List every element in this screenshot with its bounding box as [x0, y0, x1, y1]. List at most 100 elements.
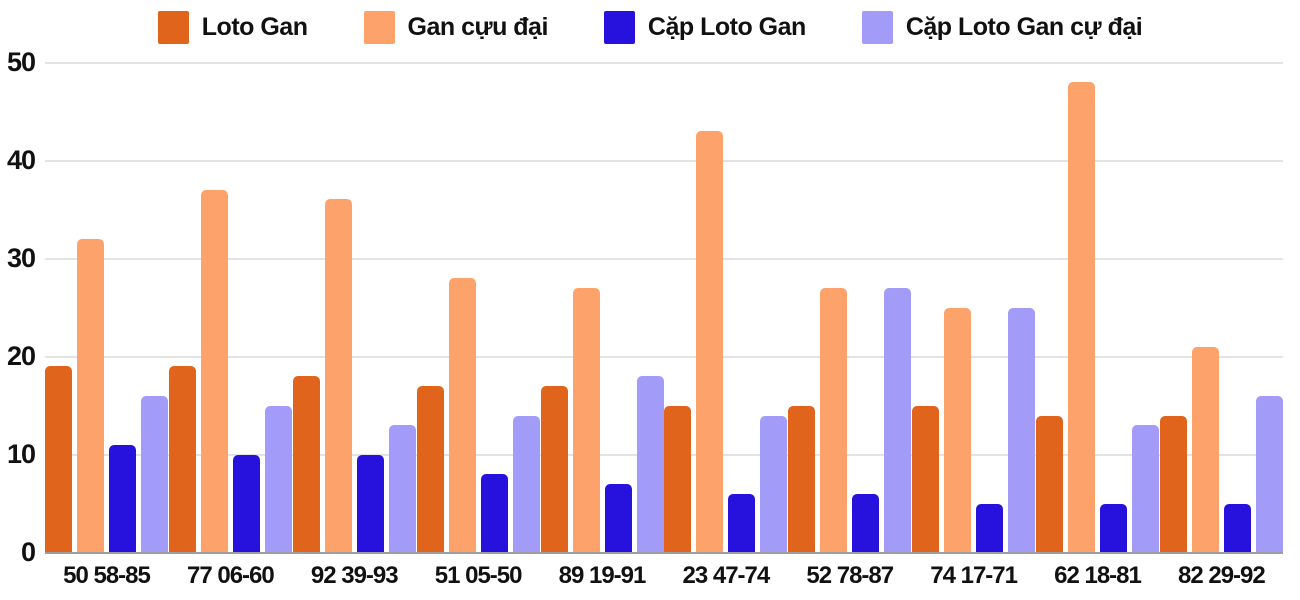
bar-cluster	[1036, 62, 1159, 553]
bar-gan-cựu-đại[interactable]	[324, 199, 352, 553]
bar-cluster	[45, 62, 168, 553]
y-tick-label: 40	[6, 145, 36, 175]
bar-group: 23 47-74	[664, 62, 788, 590]
bar-cặp-loto-gan-cự-đại[interactable]	[760, 415, 788, 553]
bar-loto-gan[interactable]	[912, 405, 940, 553]
bar-group: 92 39-93	[292, 62, 416, 590]
bar-gan-cựu-đại[interactable]	[1068, 81, 1095, 553]
legend-label: Cặp Loto Gan	[647, 12, 806, 41]
bar-cluster	[292, 62, 416, 553]
bar-cặp-loto-gan[interactable]	[976, 503, 1004, 553]
bar-cặp-loto-gan[interactable]	[852, 494, 880, 553]
x-axis-line	[45, 552, 1283, 554]
legend-swatch-icon	[861, 10, 893, 44]
bar-gan-cựu-đại[interactable]	[1191, 346, 1219, 553]
bar-cluster	[1159, 62, 1283, 553]
legend-label: Gan cựu đại	[407, 12, 549, 41]
bar-gan-cựu-đại[interactable]	[77, 238, 104, 553]
x-axis-label: 51 05-50	[434, 562, 523, 589]
bar-gan-cựu-đại[interactable]	[200, 189, 228, 553]
y-axis: 0 10 20 30 40 50	[0, 49, 37, 566]
bar-cluster	[416, 62, 540, 553]
bar-gan-cựu-đại[interactable]	[944, 307, 972, 553]
bar-loto-gan[interactable]	[788, 405, 816, 553]
bar-cặp-loto-gan-cự-đại[interactable]	[636, 376, 664, 553]
x-axis-label: 89 19-91	[558, 562, 647, 589]
y-tick-label: 30	[6, 243, 36, 273]
bar-group: 82 29-92	[1159, 62, 1283, 590]
legend-label: Cặp Loto Gan cự đại	[905, 12, 1143, 41]
bar-loto-gan[interactable]	[416, 386, 444, 553]
gridline	[45, 356, 1283, 358]
y-tick-label: 50	[6, 47, 36, 77]
bar-cặp-loto-gan[interactable]	[480, 474, 508, 553]
bar-group: 77 06-60	[168, 62, 292, 590]
plot-area: 50 58-85 77 06-60 92 39-93 51 05-50 89 19-91…	[45, 62, 1283, 592]
bar-cặp-loto-gan[interactable]	[604, 484, 632, 553]
x-axis-label: 23 47-74	[682, 562, 771, 589]
legend: Loto Gan Gan cựu đại Cặp Loto Gan Cặp Loto …	[0, 8, 1300, 46]
x-axis-label: 50 58-85	[63, 562, 151, 589]
bar-group: 62 18-81	[1036, 62, 1159, 590]
bar-gan-cựu-đại[interactable]	[696, 130, 724, 553]
bar-group: 50 58-85	[45, 62, 168, 590]
gridline	[45, 454, 1283, 456]
legend-item-3[interactable]: Cặp Loto Gan	[603, 10, 806, 44]
legend-label: Loto Gan	[201, 12, 308, 41]
bar-loto-gan[interactable]	[540, 386, 568, 553]
bar-cặp-loto-gan-cự-đại[interactable]	[264, 405, 292, 553]
bar-loto-gan[interactable]	[1036, 415, 1063, 553]
gridline	[45, 258, 1283, 260]
bar-cluster	[664, 62, 788, 553]
x-axis-label: 52 78-87	[806, 562, 894, 589]
bar-cặp-loto-gan-cự-đại[interactable]	[1132, 425, 1159, 553]
bar-cặp-loto-gan-cự-đại[interactable]	[884, 287, 912, 553]
bar-group: 51 05-50	[416, 62, 540, 590]
bar-cặp-loto-gan-cự-đại[interactable]	[141, 395, 168, 553]
bar-cặp-loto-gan[interactable]	[728, 494, 756, 553]
bar-group: 52 78-87	[788, 62, 912, 590]
x-axis-label: 82 29-92	[1178, 562, 1266, 589]
legend-item-2[interactable]: Gan cựu đại	[363, 10, 549, 44]
legend-item-1[interactable]: Loto Gan	[157, 10, 308, 44]
x-axis-label: 74 17-71	[930, 562, 1018, 589]
bar-group: 74 17-71	[912, 62, 1036, 590]
x-axis-label: 62 18-81	[1054, 562, 1142, 589]
bar-loto-gan[interactable]	[1159, 415, 1187, 553]
bar-loto-gan[interactable]	[168, 366, 196, 553]
x-axis-label: 77 06-60	[187, 562, 275, 589]
bar-cặp-loto-gan[interactable]	[109, 444, 136, 553]
gridline	[45, 62, 1283, 64]
bar-loto-gan[interactable]	[664, 405, 692, 553]
gridline	[45, 160, 1283, 162]
legend-item-4[interactable]: Cặp Loto Gan cự đại	[861, 10, 1143, 44]
bar-gan-cựu-đại[interactable]	[572, 287, 600, 553]
grid-layer	[45, 62, 1283, 553]
bar-cluster	[168, 62, 292, 553]
bar-gan-cựu-đại[interactable]	[448, 278, 476, 553]
bar-loto-gan[interactable]	[292, 376, 320, 553]
bar-cluster	[912, 62, 1036, 553]
legend-swatch-icon	[157, 10, 189, 44]
bar-cặp-loto-gan-cự-đại[interactable]	[512, 415, 540, 553]
bar-cặp-loto-gan[interactable]	[1223, 503, 1251, 553]
bar-gan-cựu-đại[interactable]	[820, 287, 848, 553]
bar-cặp-loto-gan-cự-đại[interactable]	[1255, 395, 1283, 553]
bar-loto-gan[interactable]	[45, 366, 72, 553]
x-axis-label: 92 39-93	[310, 562, 399, 589]
bar-cluster	[788, 62, 912, 553]
bar-cặp-loto-gan[interactable]	[356, 454, 384, 553]
bar-group: 89 19-91	[540, 62, 664, 590]
bar-cluster	[540, 62, 664, 553]
bar-cặp-loto-gan[interactable]	[232, 454, 260, 553]
y-tick-label: 0	[20, 537, 36, 567]
bar-groups: 50 58-85 77 06-60 92 39-93 51 05-50 89 19-91…	[45, 62, 1283, 590]
legend-swatch-icon	[603, 10, 635, 44]
bar-cặp-loto-gan[interactable]	[1100, 503, 1127, 553]
y-tick-label: 10	[6, 439, 36, 469]
y-tick-label: 20	[6, 341, 36, 371]
legend-swatch-icon	[363, 10, 395, 44]
bar-cặp-loto-gan-cự-đại[interactable]	[388, 425, 416, 553]
bar-cặp-loto-gan-cự-đại[interactable]	[1008, 307, 1036, 553]
